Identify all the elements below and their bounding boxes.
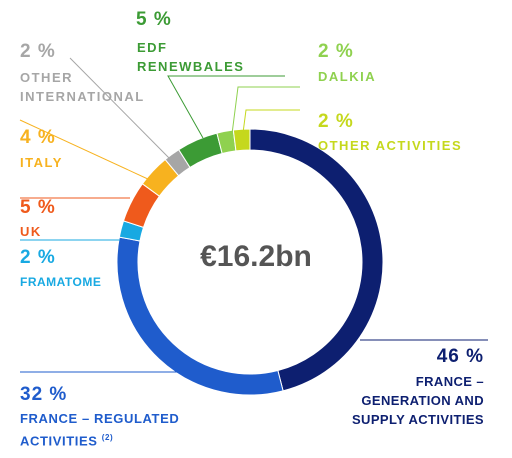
name-label-france-generation-line2: GENERATION AND <box>361 393 484 408</box>
leader-line-other-activities <box>242 109 300 134</box>
name-label-france-generation-line3: SUPPLY ACTIVITIES <box>351 412 484 427</box>
pct-label-italy: 4 % <box>20 127 56 148</box>
name-label-framatome: FRAMATOME <box>20 275 102 289</box>
pct-label-dalkia: 2 % <box>318 41 354 62</box>
leader-line-italy <box>19 119 151 181</box>
name-label-italy: ITALY <box>20 155 63 170</box>
name-label-edf-renewables-line2: RENEWBALES <box>137 59 245 74</box>
center-total-label: €16.2bn <box>200 240 312 273</box>
pct-label-other-international: 2 % <box>20 41 56 62</box>
name-label-france-generation-line1: FRANCE – <box>415 374 484 389</box>
name-label-uk: UK <box>20 224 42 239</box>
leader-line-dalkia <box>231 86 300 135</box>
name-label-other-international-line2: INTERNATIONAL <box>20 89 145 104</box>
leader-line-edf-renewables <box>167 75 285 139</box>
pct-label-edf-renewables: 5 % <box>136 9 172 30</box>
name-label-france-regulated-line2: ACTIVITIES (2) <box>20 428 113 450</box>
name-label-france-regulated-line1: FRANCE – REGULATED <box>20 411 180 426</box>
pct-label-france-generation: 46 % <box>436 346 484 367</box>
name-label-edf-renewables-line1: EDF <box>137 40 168 55</box>
pct-label-uk: 5 % <box>20 197 56 218</box>
footnote-marker: (2) <box>101 433 114 442</box>
leader-line-other-international <box>69 57 174 163</box>
pct-label-other-activities: 2 % <box>318 111 354 132</box>
name-label-dalkia: DALKIA <box>318 69 377 84</box>
pct-label-france-regulated: 32 % <box>20 384 68 405</box>
name-label-other-activities: OTHER ACTIVITIES <box>318 138 463 153</box>
donut-slice-other-activities <box>232 128 251 152</box>
pct-label-framatome: 2 % <box>20 247 56 268</box>
france-regulated-line2-text: ACTIVITIES <box>20 433 98 449</box>
name-label-other-international-line1: OTHER <box>20 70 73 85</box>
